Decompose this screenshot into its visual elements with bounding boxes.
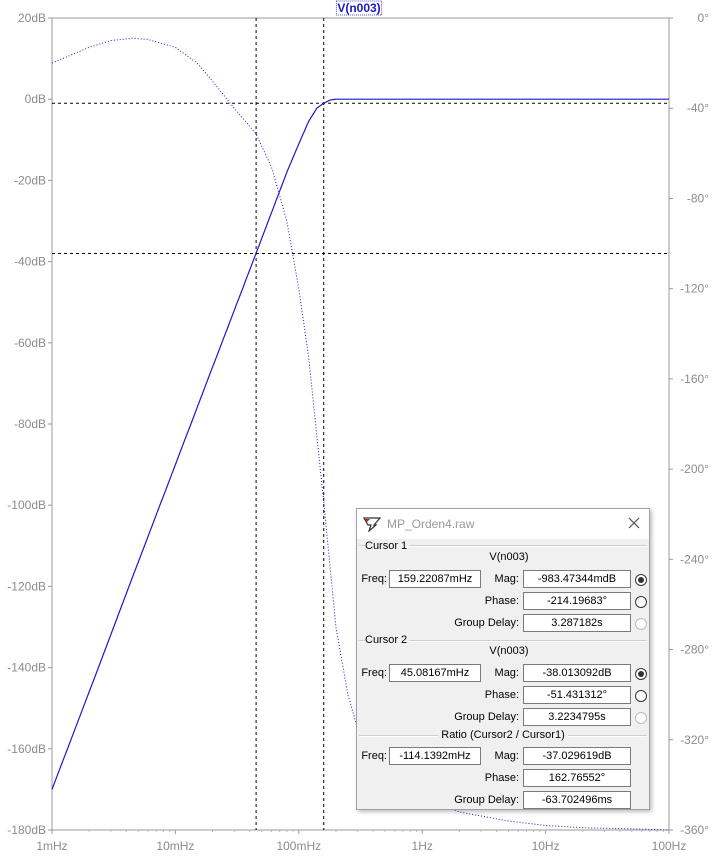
cursor2-gd-label: Group Delay:	[454, 711, 519, 723]
y-left-tick-label: -160dB	[7, 742, 46, 756]
y-left-tick-label: -180dB	[7, 823, 46, 837]
y-right-tick-label: -320°	[680, 733, 709, 747]
ratio-freq-field[interactable]: -114.1392mHz	[389, 747, 481, 765]
ltspice-app-icon	[363, 517, 381, 532]
cursor1-phase-label: Phase:	[484, 595, 519, 607]
y-left-tick-label: -80dB	[14, 417, 46, 431]
x-tick-label: 10mHz	[156, 839, 194, 853]
cursor1-mag-radio[interactable]	[635, 574, 647, 586]
cursor1-phase-radio[interactable]	[635, 596, 647, 608]
cursor2-phase-radio[interactable]	[635, 690, 647, 702]
ratio-freq-label: Freq:	[361, 750, 387, 762]
y-right-tick-label: -280°	[680, 643, 709, 657]
cursor1-gd-label: Group Delay:	[454, 617, 519, 629]
cursor2-signal: V(n003)	[489, 645, 529, 657]
x-tick-label: 100Hz	[652, 839, 687, 853]
y-right-tick-label: -80°	[687, 191, 709, 205]
y-left-tick-label: -100dB	[7, 498, 46, 512]
cursor1-mag-field[interactable]: -983.47344mdB	[523, 570, 631, 588]
cursor2-freq-field[interactable]: 45.08167mHz	[389, 664, 481, 682]
x-tick-label: 1mHz	[36, 839, 67, 853]
cursor1-phase-field[interactable]: -214.19683°	[523, 592, 631, 610]
close-icon[interactable]	[625, 514, 643, 532]
y-right-tick-label: -120°	[680, 282, 709, 296]
cursor1-gd-radio	[635, 618, 647, 630]
cursor2-title: Cursor 2	[365, 634, 410, 646]
ratio-gd-label: Group Delay:	[454, 794, 519, 806]
x-tick-label: 100mHz	[276, 839, 321, 853]
y-left-tick-label: -140dB	[7, 661, 46, 675]
y-left-tick-label: -20dB	[14, 173, 46, 187]
ratio-mag-field[interactable]: -37.029619dB	[523, 747, 631, 765]
x-tick-label: 10Hz	[532, 839, 560, 853]
group-separator	[359, 545, 647, 547]
cursor2-freq-label: Freq:	[361, 667, 387, 679]
cursor2-gd-field[interactable]: 3.2234795s	[523, 708, 631, 726]
cursor1-title: Cursor 1	[365, 540, 410, 552]
ratio-title-text: Ratio (Cursor2 / Cursor1)	[438, 729, 568, 741]
cursor2-phase-field[interactable]: -51.431312°	[523, 686, 631, 704]
cursor1-signal: V(n003)	[489, 551, 529, 563]
group-separator	[359, 640, 647, 642]
dialog-titlebar[interactable]: MP_Orden4.raw	[357, 509, 649, 539]
y-right-tick-label: -360°	[680, 823, 709, 837]
y-right-tick-label: 0°	[698, 11, 710, 25]
ratio-title: Ratio (Cursor2 / Cursor1)	[357, 729, 649, 741]
x-tick-label: 1Hz	[412, 839, 433, 853]
cursor2-gd-radio	[635, 712, 647, 724]
cursor2-phase-label: Phase:	[484, 689, 519, 701]
cursor2-mag-field[interactable]: -38.013092dB	[523, 664, 631, 682]
y-right-tick-label: -240°	[680, 552, 709, 566]
y-left-tick-label: -120dB	[7, 579, 46, 593]
magnitude-trace	[51, 98, 669, 790]
cursor1-gd-field[interactable]: 3.287182s	[523, 614, 631, 632]
cursor1-freq-label: Freq:	[361, 573, 387, 585]
cursor1-mag-label: Mag:	[494, 573, 519, 585]
y-left-tick-label: 0dB	[25, 92, 46, 106]
trace-label-focus-box	[335, 0, 383, 16]
y-right-tick-label: -160°	[680, 372, 709, 386]
dialog-title: MP_Orden4.raw	[387, 517, 475, 531]
cursor2-mag-radio[interactable]	[635, 668, 647, 680]
ratio-gd-field[interactable]: -63.702496ms	[523, 791, 631, 809]
trace-label[interactable]: V(n003)	[337, 1, 380, 15]
ratio-phase-label: Phase:	[484, 772, 519, 784]
y-left-tick-label: 20dB	[18, 11, 46, 25]
y-right-tick-label: -200°	[680, 462, 709, 476]
y-left-tick-label: -40dB	[14, 255, 46, 269]
cursor2-mag-label: Mag:	[494, 667, 519, 679]
cursor1-freq-field[interactable]: 159.22087mHz	[389, 570, 481, 588]
ratio-phase-field[interactable]: 162.76552°	[523, 769, 631, 787]
y-left-tick-label: -60dB	[14, 336, 46, 350]
cursor-readout-dialog[interactable]: MP_Orden4.raw Cursor 1 V(n003) Freq: 159…	[356, 508, 650, 810]
ratio-mag-label: Mag:	[494, 750, 519, 762]
y-right-tick-label: -40°	[687, 101, 709, 115]
